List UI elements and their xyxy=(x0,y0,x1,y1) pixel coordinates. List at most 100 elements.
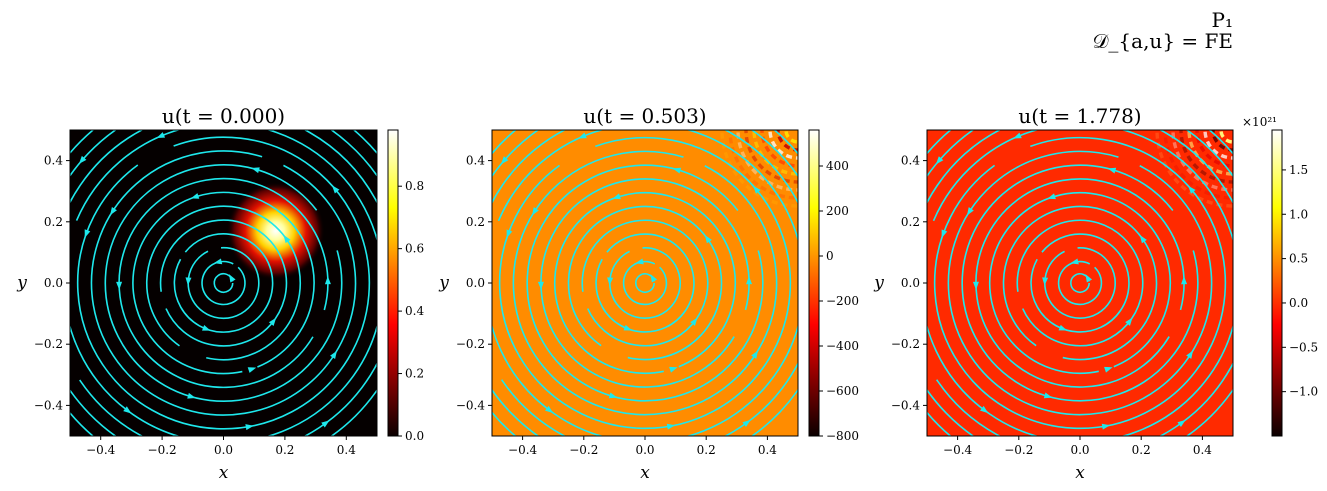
streamline xyxy=(526,164,764,402)
y-tick-label: −0.2 xyxy=(456,337,485,351)
streamline-arrow xyxy=(935,156,944,165)
streamline-arrow xyxy=(268,317,277,326)
y-axis-label: y xyxy=(438,273,449,293)
x-axis-label: x xyxy=(219,463,229,483)
streamline xyxy=(581,219,709,347)
streamline xyxy=(609,247,681,319)
streamline-arrow xyxy=(331,185,340,194)
colorbar-tick-label: −1.0 xyxy=(1289,385,1318,399)
streamline xyxy=(70,130,377,436)
y-tick-label: 0.0 xyxy=(901,276,920,290)
streamline-arrow xyxy=(1043,392,1053,399)
streamline-arrow xyxy=(44,185,50,193)
streamline-arrow xyxy=(228,274,236,283)
y-axis-label: y xyxy=(16,273,27,293)
streamline-arrow xyxy=(972,281,979,290)
streamline xyxy=(961,164,1199,402)
colorbar-tick-label: 0.0 xyxy=(405,429,424,443)
streamline-arrow xyxy=(247,367,257,373)
streamline-arrow xyxy=(190,193,200,199)
panel-title: u(t = 0.000) xyxy=(162,104,285,128)
colorbar-tick-label: 0.2 xyxy=(405,367,424,381)
colorbar: −1.0 −0.5 0.0 0.5 1.0 1.5 ×10²¹ xyxy=(1242,115,1318,437)
streamline xyxy=(104,164,343,402)
streamline xyxy=(540,178,750,388)
panel-1: −0.4 −0.2 0.0 0.2 0.4 −0.4 −0.2 0.0 0.2 0.4 u(t = … xyxy=(16,103,424,483)
streamline-arrow xyxy=(711,123,720,129)
colorbar: −800 −600 −400 −200 0 200 400 xyxy=(808,129,859,443)
streamline-arrow xyxy=(123,406,132,414)
colorbar-tick-label: 400 xyxy=(826,159,849,173)
streamline-arrow xyxy=(669,366,678,373)
streamline xyxy=(567,205,723,361)
streamlines xyxy=(927,130,1233,469)
colorbar-tick-label: 0.6 xyxy=(405,242,424,256)
streamline xyxy=(76,136,371,430)
x-tick-label: 0.0 xyxy=(635,443,654,457)
streamline-arrow xyxy=(78,155,87,164)
y-tick-label: 0.0 xyxy=(44,276,63,290)
streamline xyxy=(635,273,655,293)
streamline-arrow xyxy=(704,235,712,244)
heatmap-background xyxy=(70,130,377,436)
streamline xyxy=(1030,233,1130,333)
colorbar-tick-label: −400 xyxy=(826,339,859,353)
colorbar-tick-label: 0.0 xyxy=(1289,296,1308,310)
streamline xyxy=(118,177,329,389)
streamline xyxy=(492,130,798,436)
streamline-arrow xyxy=(251,167,260,174)
x-tick-label: 0.4 xyxy=(1193,443,1212,457)
streamline-arrow xyxy=(547,456,555,462)
y-tick-label: −0.4 xyxy=(34,398,64,412)
x-tick-label: 0.4 xyxy=(758,443,777,457)
plot-area xyxy=(927,130,1233,469)
x-tick-label: 0.0 xyxy=(1070,443,1089,457)
colorbar-tick-label: −0.5 xyxy=(1289,340,1318,354)
streamline-arrow xyxy=(202,324,211,331)
streamline-arrow xyxy=(313,103,321,109)
y-tick-label: 0.2 xyxy=(44,215,63,229)
streamline xyxy=(1044,247,1116,319)
streamline-arrow xyxy=(980,405,989,414)
colorbar-gradient xyxy=(1271,129,1283,437)
heatmap-background xyxy=(927,130,1233,436)
colorbar-tick-label: −600 xyxy=(826,384,859,398)
suptitle-line1: P₁ xyxy=(1212,8,1233,32)
heatmap-background xyxy=(492,130,798,436)
streamline-arrow xyxy=(666,423,676,430)
streamline-arrow xyxy=(650,274,658,283)
streamline xyxy=(187,246,260,320)
panel-title: u(t = 1.778) xyxy=(1018,104,1141,128)
streamline-arrow xyxy=(1041,463,1049,469)
streamline-arrow xyxy=(321,420,330,428)
streamline xyxy=(1002,205,1158,361)
streamline-arrow xyxy=(330,350,337,360)
x-tick-label: 0.0 xyxy=(214,443,233,457)
streamline-arrow xyxy=(110,206,117,216)
streamline-arrow xyxy=(245,424,254,431)
streamline-arrow xyxy=(399,217,405,226)
streamline-arrow xyxy=(1188,185,1196,194)
streamline-arrow xyxy=(1186,350,1194,359)
streamline-arrow xyxy=(283,234,291,244)
streamline-arrow xyxy=(742,419,751,428)
colorbar-tick-label: −800 xyxy=(826,429,859,443)
colorbar-gradient xyxy=(387,129,399,437)
streamline xyxy=(145,205,302,361)
x-tick-label: −0.4 xyxy=(943,443,973,457)
streamline-arrow xyxy=(187,392,196,399)
streamline-arrow xyxy=(751,350,759,359)
colorbar-tick-label: 0.8 xyxy=(405,179,424,193)
streamline-arrow xyxy=(48,298,54,306)
y-tick-label: −0.4 xyxy=(456,398,486,412)
streamline xyxy=(975,178,1185,388)
streamline-arrow xyxy=(735,104,743,110)
streamline-arrow xyxy=(1047,193,1056,200)
streamline-arrow xyxy=(125,456,133,462)
streamline-arrow xyxy=(1101,423,1111,430)
x-tick-label: −0.2 xyxy=(148,443,177,457)
streamline-arrow xyxy=(753,185,761,194)
colorbar-tick-label: 1.5 xyxy=(1289,163,1308,177)
streamline-arrow xyxy=(1107,167,1117,174)
x-axis-label: x xyxy=(1075,463,1085,483)
